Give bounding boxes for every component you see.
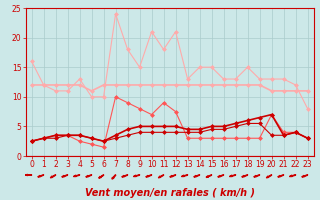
Text: Vent moyen/en rafales ( km/h ): Vent moyen/en rafales ( km/h ) [84,188,255,198]
